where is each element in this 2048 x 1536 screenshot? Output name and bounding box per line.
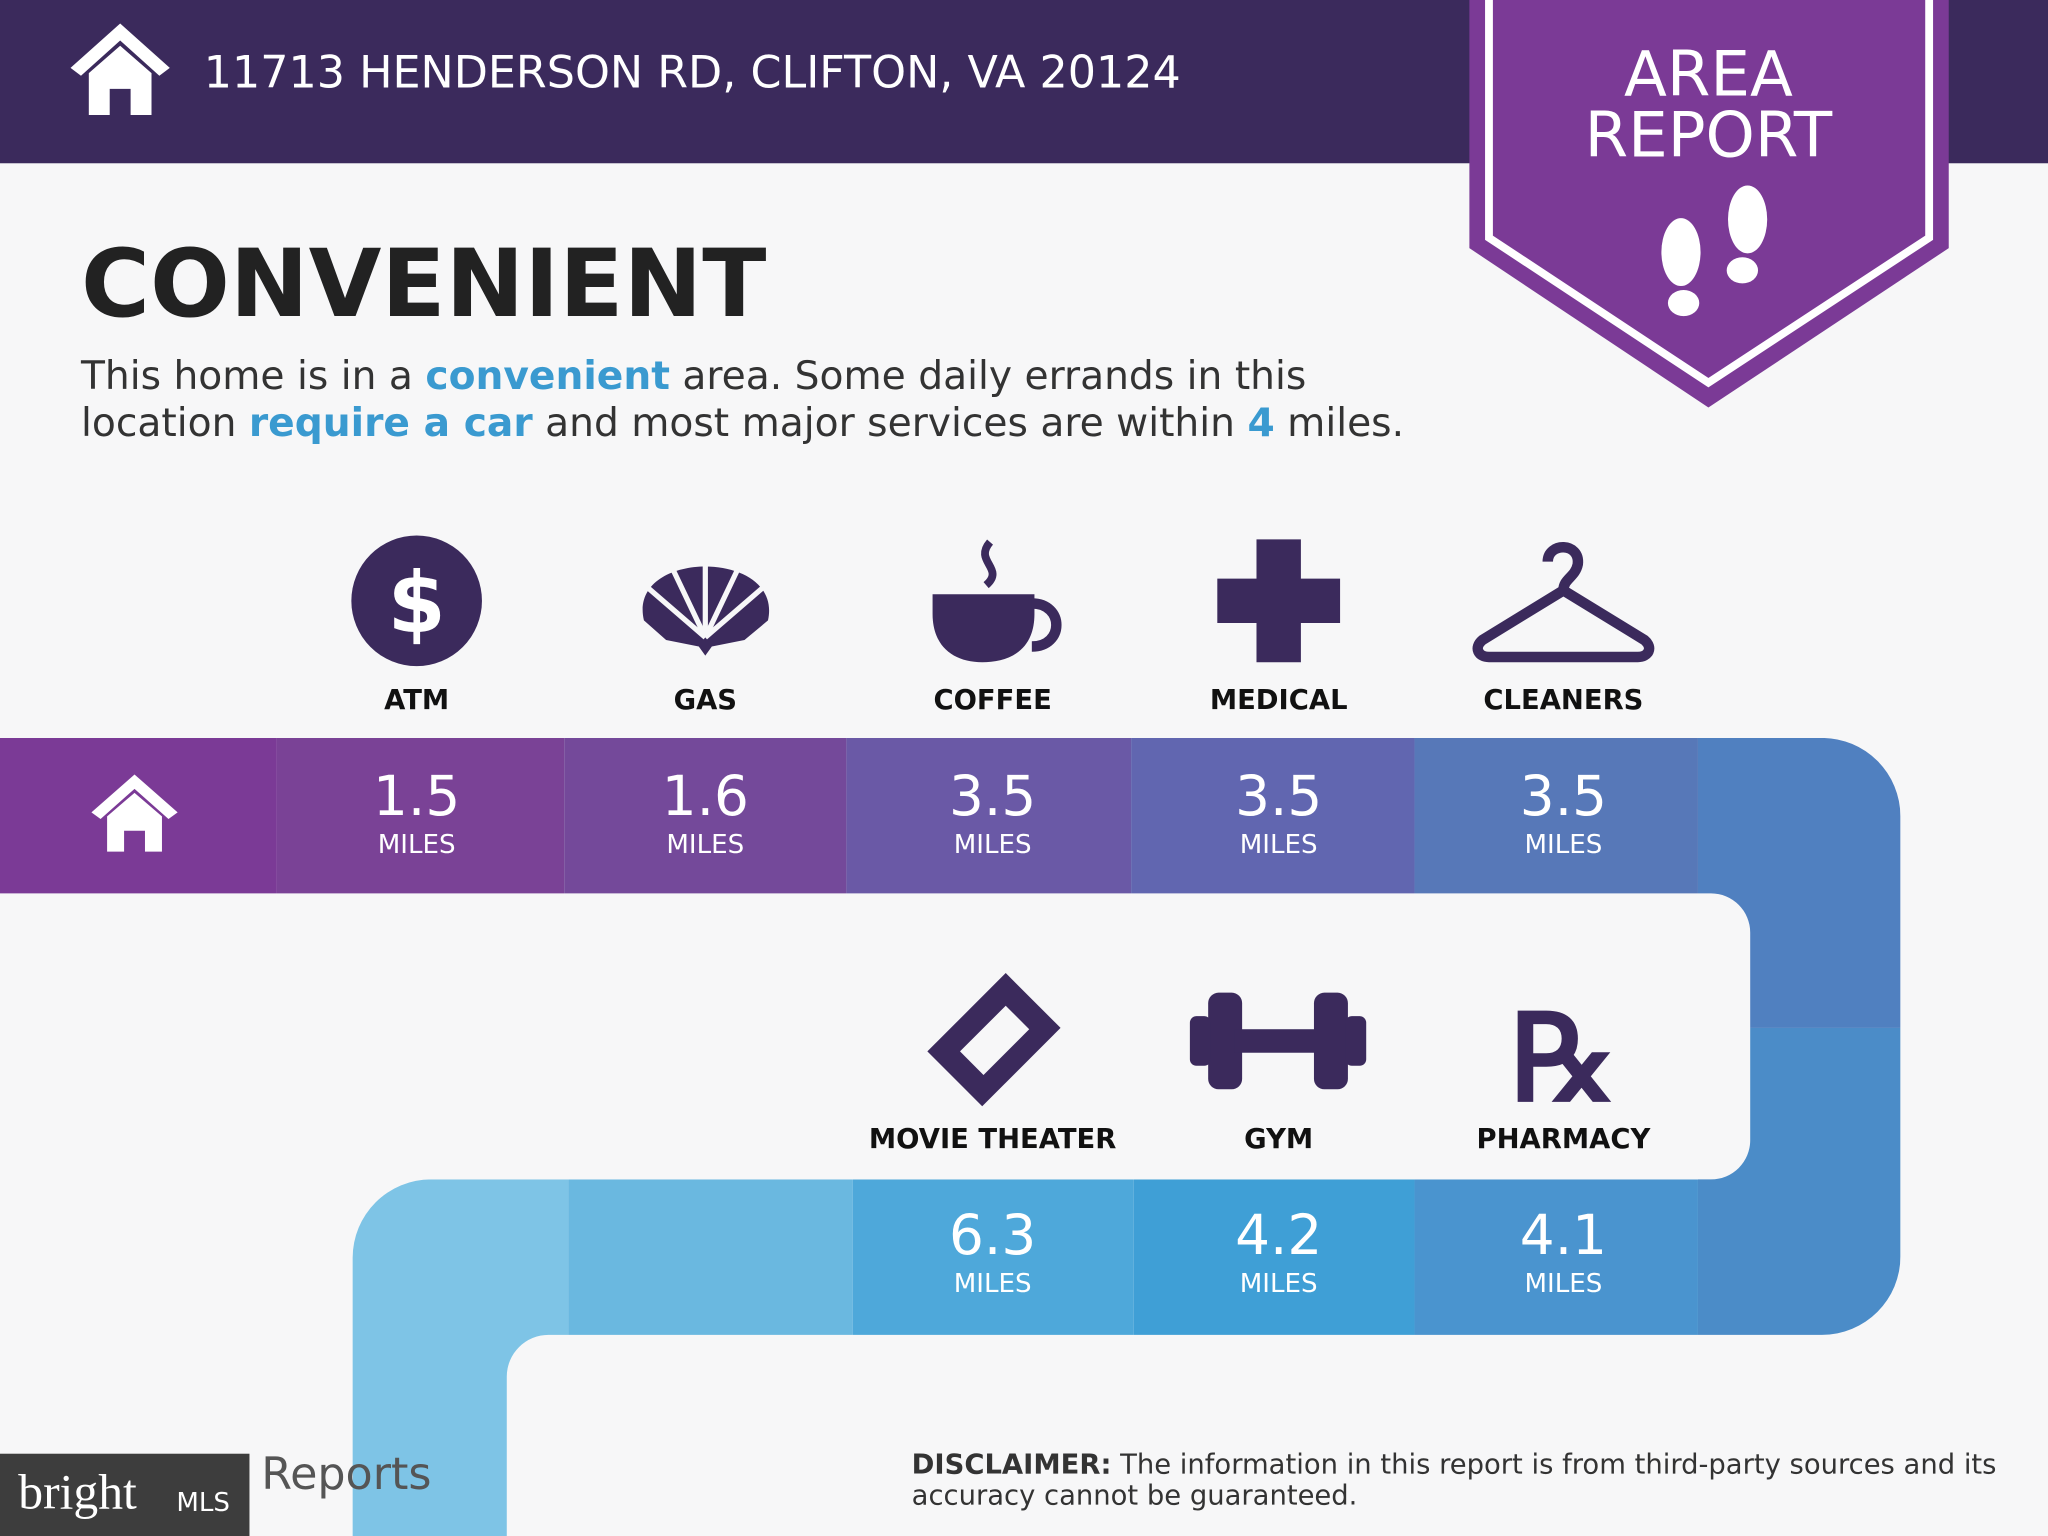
disclaimer-text: The information in this report is from t… [1111, 1449, 1996, 1480]
distance-unit: MILES [954, 830, 1032, 860]
text: and most major services are within [533, 401, 1248, 446]
badge-border [1485, 0, 1934, 388]
amenity-label: COFFEE [934, 685, 1052, 716]
disclaimer: DISCLAIMER: The information in this repo… [912, 1449, 1997, 1480]
amenity-label: ATM [384, 685, 449, 716]
highlight: convenient [425, 354, 670, 399]
distance: 1.6 [662, 764, 749, 828]
highlight: 4 [1247, 401, 1274, 446]
distance-unit: MILES [1240, 1269, 1318, 1299]
distance-unit: MILES [1525, 1269, 1603, 1299]
distance-unit: MILES [666, 830, 744, 860]
text: area. Some daily errands in this [670, 354, 1306, 399]
badge-line: REPORT [1585, 99, 1833, 172]
watermark [0, 1453, 250, 1536]
amenity-label: GAS [674, 685, 737, 716]
heading: CONVENIENT [81, 230, 766, 339]
home-icon [70, 23, 170, 115]
text: location [81, 401, 249, 446]
logo: Reports [261, 1449, 431, 1500]
distance-unit: MILES [1240, 830, 1318, 860]
distance-unit: MILES [954, 1269, 1032, 1299]
disclaimer-label: DISCLAIMER: [912, 1449, 1112, 1480]
watermark-suffix: MLS [176, 1488, 230, 1518]
description-line: location require a car and most major se… [81, 401, 1404, 446]
home-icon [91, 774, 178, 852]
atm-icon: $ [351, 535, 482, 667]
text: This home is in a [80, 354, 425, 399]
amenity-label: PHARMACY [1477, 1124, 1652, 1155]
gym-icon [1189, 992, 1367, 1090]
gas-icon [642, 545, 770, 656]
badge-line: AREA [1624, 37, 1793, 110]
text: miles. [1275, 401, 1404, 446]
distance: 3.5 [1235, 764, 1322, 828]
watermark-brand: bright [18, 1465, 137, 1520]
description-line: This home is in a convenient area. Some … [80, 354, 1306, 399]
distance: 3.5 [949, 764, 1036, 828]
distance-unit: MILES [1525, 830, 1603, 860]
rx-icon: ℞ [1510, 993, 1618, 1126]
ribbon [0, 737, 1901, 1536]
footprints-icon [1661, 185, 1768, 317]
ticket-icon [927, 973, 1061, 1107]
amenity-label: MEDICAL [1210, 685, 1348, 716]
svg-text:$: $ [388, 554, 446, 652]
medical-icon [1217, 539, 1341, 663]
distance: 1.5 [373, 764, 460, 828]
distance: 3.5 [1520, 764, 1607, 828]
amenity-label: MOVIE THEATER [869, 1124, 1116, 1155]
highlight: require a car [249, 401, 533, 446]
amenity-label: CLEANERS [1483, 685, 1643, 716]
cleaners-icon [1472, 542, 1655, 663]
distance: 4.2 [1235, 1203, 1322, 1267]
distance: 4.1 [1520, 1203, 1607, 1267]
amenities: ATM1.5MILESGAS1.6MILESCOFFEE3.5MILESMEDI… [373, 685, 1651, 1299]
distance-unit: MILES [378, 830, 456, 860]
address: 11713 HENDERSON RD, CLIFTON, VA 20124 [204, 48, 1181, 99]
distance: 6.3 [949, 1203, 1036, 1267]
coffee-icon [932, 539, 1062, 663]
disclaimer-text: accuracy cannot be guaranteed. [912, 1481, 1358, 1512]
amenity-label: GYM [1244, 1124, 1313, 1155]
